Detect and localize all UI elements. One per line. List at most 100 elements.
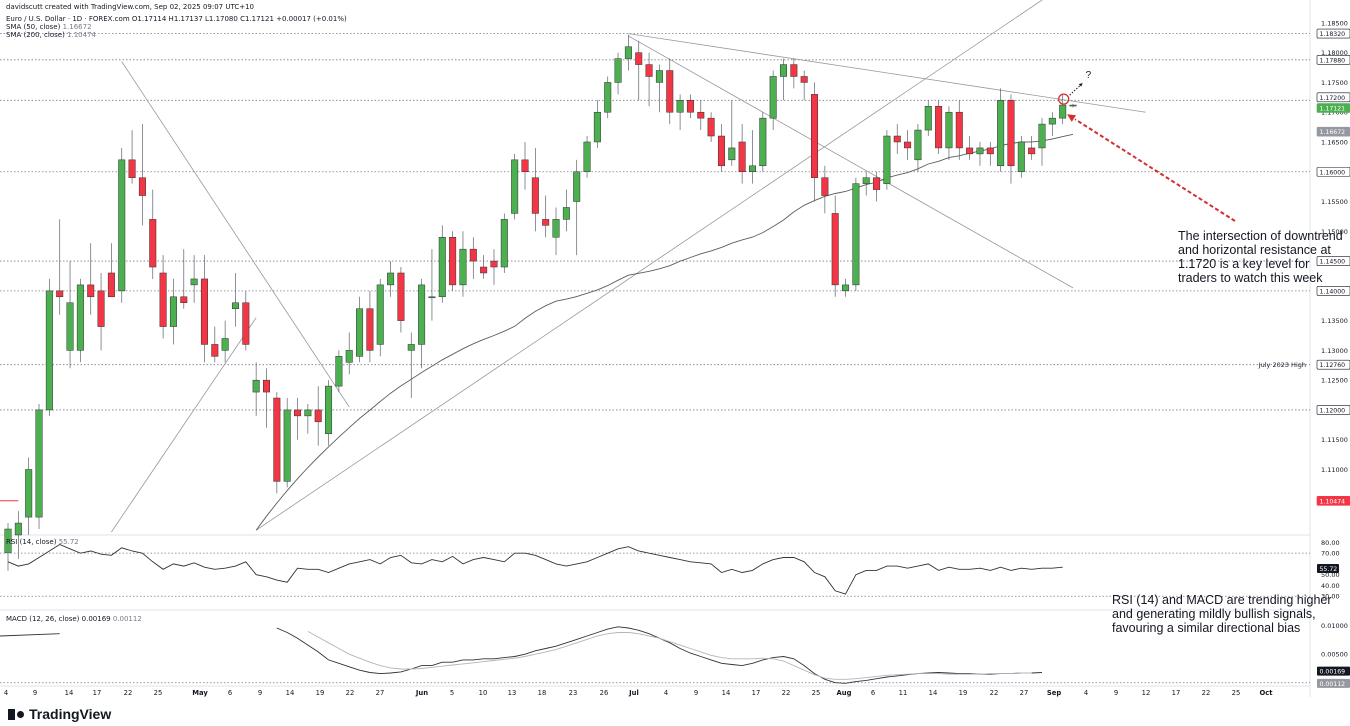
bullish-candle[interactable]: [883, 130, 891, 190]
bullish-candle[interactable]: [1059, 94, 1067, 125]
bullish-candle[interactable]: [387, 261, 395, 297]
bullish-candle[interactable]: [118, 147, 126, 303]
bullish-candle[interactable]: [780, 58, 787, 101]
bullish-candle[interactable]: [655, 64, 663, 113]
bullish-candle[interactable]: [976, 141, 984, 166]
bearish-candle[interactable]: [366, 290, 374, 363]
bearish-candle[interactable]: [686, 94, 694, 119]
bullish-candle[interactable]: [252, 362, 260, 416]
rsi-legend[interactable]: RSI (14, close) 55.72: [6, 538, 79, 546]
bullish-candle[interactable]: [459, 231, 467, 297]
tradingview-logo[interactable]: TradingView: [8, 706, 111, 722]
bullish-candle[interactable]: [231, 272, 239, 327]
bullish-candle[interactable]: [759, 112, 767, 172]
bearish-candle[interactable]: [242, 290, 250, 351]
bearish-candle[interactable]: [1007, 94, 1015, 184]
bullish-candle[interactable]: [438, 225, 446, 303]
bearish-candle[interactable]: [955, 100, 963, 160]
sma200-legend[interactable]: SMA (200, close) 1.10474: [6, 31, 96, 39]
bearish-candle[interactable]: [87, 243, 95, 315]
bullish-candle[interactable]: [304, 403, 312, 434]
bearish-candle[interactable]: [811, 82, 819, 202]
bearish-candle[interactable]: [935, 100, 943, 154]
bullish-candle[interactable]: [14, 511, 22, 559]
bearish-candle[interactable]: [542, 195, 550, 238]
bearish-candle[interactable]: [645, 52, 653, 107]
bearish-candle[interactable]: [1028, 136, 1036, 160]
bearish-candle[interactable]: [697, 100, 705, 131]
bullish-candle[interactable]: [624, 34, 632, 71]
bearish-candle[interactable]: [904, 130, 912, 160]
bullish-candle[interactable]: [552, 207, 560, 256]
bearish-candle[interactable]: [273, 392, 281, 494]
bullish-candle[interactable]: [997, 88, 1005, 172]
bullish-candle[interactable]: [862, 171, 870, 196]
bullish-candle[interactable]: [511, 153, 519, 220]
bullish-candle[interactable]: [924, 100, 932, 137]
bullish-candle[interactable]: [614, 52, 622, 95]
bullish-candle[interactable]: [728, 100, 736, 166]
bullish-candle[interactable]: [573, 159, 581, 256]
bearish-candle[interactable]: [97, 272, 105, 351]
bullish-candle[interactable]: [221, 320, 229, 363]
bullish-candle[interactable]: [418, 278, 426, 369]
bearish-candle[interactable]: [790, 58, 798, 89]
bearish-candle[interactable]: [873, 171, 881, 202]
bearish-candle[interactable]: [314, 386, 322, 446]
bearish-candle[interactable]: [200, 255, 208, 363]
bearish-candle[interactable]: [893, 124, 901, 154]
bullish-candle[interactable]: [1069, 103, 1077, 108]
bullish-candle[interactable]: [852, 177, 860, 291]
bullish-candle[interactable]: [1038, 118, 1046, 166]
bullish-candle[interactable]: [45, 278, 53, 416]
bullish-candle[interactable]: [407, 332, 415, 399]
bearish-candle[interactable]: [469, 237, 477, 279]
bullish-candle[interactable]: [562, 189, 570, 232]
bullish-candle[interactable]: [500, 213, 508, 273]
bullish-candle[interactable]: [169, 278, 177, 345]
bearish-candle[interactable]: [128, 130, 136, 184]
bearish-candle[interactable]: [986, 141, 994, 166]
bullish-candle[interactable]: [1048, 112, 1056, 137]
bearish-candle[interactable]: [149, 189, 157, 279]
bearish-candle[interactable]: [738, 124, 746, 184]
macd-legend[interactable]: MACD (12, 26, close) 0.00169 0.00112: [6, 615, 142, 623]
bullish-candle[interactable]: [376, 278, 384, 357]
bearish-candle[interactable]: [211, 326, 219, 363]
bearish-candle[interactable]: [159, 255, 167, 339]
bullish-candle[interactable]: [345, 332, 353, 375]
bearish-candle[interactable]: [107, 243, 115, 298]
bearish-candle[interactable]: [490, 249, 498, 285]
bullish-candle[interactable]: [35, 403, 43, 530]
bearish-candle[interactable]: [294, 398, 302, 440]
bullish-candle[interactable]: [66, 261, 74, 369]
bearish-candle[interactable]: [263, 368, 270, 428]
bullish-candle[interactable]: [769, 70, 777, 131]
bearish-candle[interactable]: [966, 136, 974, 160]
bullish-candle[interactable]: [1017, 136, 1025, 178]
bullish-candle[interactable]: [4, 523, 12, 571]
bearish-candle[interactable]: [180, 249, 188, 309]
bearish-candle[interactable]: [138, 124, 146, 226]
bearish-candle[interactable]: [666, 58, 674, 125]
bullish-candle[interactable]: [325, 380, 333, 446]
bullish-candle[interactable]: [190, 255, 198, 303]
bullish-candle[interactable]: [676, 94, 684, 131]
bearish-candle[interactable]: [531, 147, 539, 232]
bullish-candle[interactable]: [593, 100, 601, 148]
bullish-candle[interactable]: [76, 278, 84, 363]
bearish-candle[interactable]: [56, 219, 64, 315]
sma50-legend[interactable]: SMA (50, close) 1.16672: [6, 23, 92, 31]
bearish-candle[interactable]: [521, 141, 529, 190]
bearish-candle[interactable]: [449, 231, 457, 291]
bullish-candle[interactable]: [604, 76, 612, 119]
bullish-candle[interactable]: [748, 130, 756, 184]
bearish-candle[interactable]: [717, 124, 725, 172]
bullish-candle[interactable]: [583, 136, 591, 178]
bullish-candle[interactable]: [842, 278, 850, 297]
bullish-candle[interactable]: [428, 249, 436, 321]
bullish-candle[interactable]: [914, 124, 922, 172]
bearish-candle[interactable]: [831, 195, 839, 297]
bullish-candle[interactable]: [25, 457, 33, 535]
